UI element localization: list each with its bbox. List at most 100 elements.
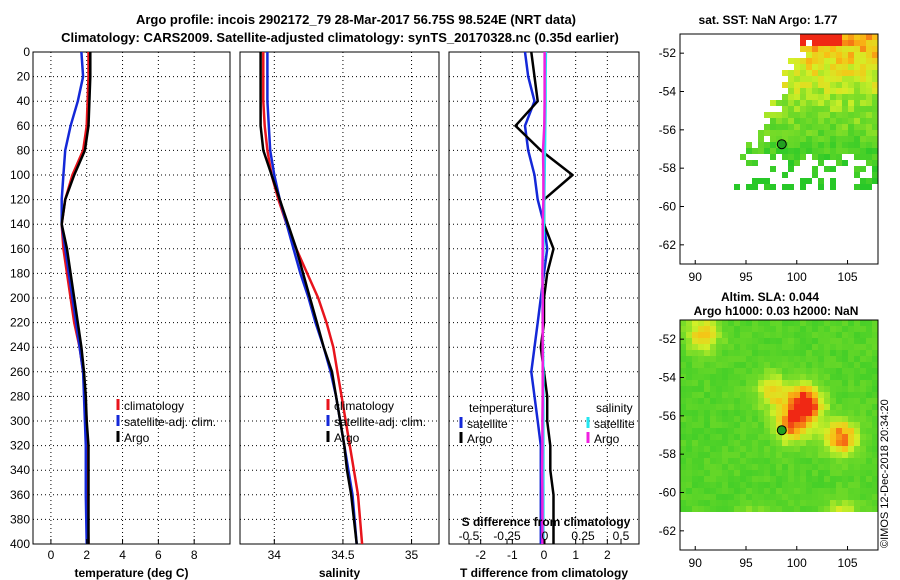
sla-cell <box>782 452 788 458</box>
sst-cell <box>788 142 794 148</box>
temperature-series-line <box>60 51 88 545</box>
difference-secondary-xtick-label: 0.5 <box>613 529 630 543</box>
sla-cell <box>722 494 728 500</box>
sst-cell <box>818 178 824 184</box>
sla-cell <box>722 374 728 380</box>
sst-cell <box>794 64 800 70</box>
sst-cell <box>860 130 866 136</box>
sla-cell <box>734 374 740 380</box>
sla-cell <box>758 392 764 398</box>
sst-cell <box>770 184 776 190</box>
sla-cell <box>782 374 788 380</box>
sst-cell <box>800 34 806 40</box>
sla-cell <box>848 422 854 428</box>
sla-cell <box>788 428 794 434</box>
sla-cell <box>866 326 872 332</box>
sla-cell <box>692 410 698 416</box>
sla-cell <box>752 344 758 350</box>
sla-cell <box>782 344 788 350</box>
sla-cell <box>722 440 728 446</box>
sla-cell <box>806 374 812 380</box>
sla-cell <box>842 332 848 338</box>
sst-cell <box>872 64 878 70</box>
sla-cell <box>722 428 728 434</box>
sst-cell <box>800 130 806 136</box>
sla-cell <box>734 458 740 464</box>
sst-cell <box>770 100 776 106</box>
sla-cell <box>710 464 716 470</box>
sst-cell <box>758 130 764 136</box>
sla-cell <box>812 320 818 326</box>
sla-cell <box>872 410 878 416</box>
sst-cell <box>848 148 854 154</box>
sla-cell <box>782 470 788 476</box>
sla-cell <box>806 410 812 416</box>
sla-cell <box>812 326 818 332</box>
sla-cell <box>842 452 848 458</box>
sla-cell <box>686 440 692 446</box>
sla-cell <box>686 356 692 362</box>
sla-cell <box>758 422 764 428</box>
sst-cell <box>854 76 860 82</box>
sla-cell <box>698 440 704 446</box>
sla-cell <box>722 350 728 356</box>
sst-cell <box>866 82 872 88</box>
sla-cell <box>818 470 824 476</box>
sst-cell <box>788 124 794 130</box>
sst-cell <box>806 94 812 100</box>
sla-map-ytick-label: -56 <box>659 409 677 423</box>
sla-cell <box>698 368 704 374</box>
sst-cell <box>872 106 878 112</box>
sla-cell <box>788 392 794 398</box>
sla-cell <box>806 428 812 434</box>
sla-cell <box>752 500 758 506</box>
sla-cell <box>752 494 758 500</box>
sla-cell <box>830 344 836 350</box>
sst-cell <box>854 124 860 130</box>
sla-cell <box>824 404 830 410</box>
sla-cell <box>812 344 818 350</box>
sla-cell <box>746 374 752 380</box>
sst-cell <box>812 58 818 64</box>
sla-cell <box>860 458 866 464</box>
depth-tick-label: 200 <box>10 291 30 305</box>
sla-cell <box>842 344 848 350</box>
sla-cell <box>692 350 698 356</box>
sla-cell <box>728 374 734 380</box>
sla-cell <box>746 326 752 332</box>
sla-cell <box>866 362 872 368</box>
sla-cell <box>854 470 860 476</box>
sst-cell <box>794 82 800 88</box>
sla-cell <box>716 416 722 422</box>
sla-cell <box>764 344 770 350</box>
sst-cell <box>848 58 854 64</box>
sst-cell <box>812 88 818 94</box>
sla-cell <box>710 398 716 404</box>
sla-cell <box>686 500 692 506</box>
sla-map-xtick-label: 100 <box>787 556 807 570</box>
sla-cell <box>800 452 806 458</box>
sla-cell <box>836 482 842 488</box>
sla-cell <box>734 452 740 458</box>
sst-cell <box>842 70 848 76</box>
sla-cell <box>848 332 854 338</box>
sla-cell <box>860 398 866 404</box>
imos-timestamp: ©IMOS 12-Dec-2018 20:34:20 <box>879 399 891 548</box>
sla-cell <box>752 488 758 494</box>
sla-cell <box>764 338 770 344</box>
sst-map-ytick-label: -54 <box>659 85 677 99</box>
sla-map-ytick-label: -54 <box>659 371 677 385</box>
sst-cell <box>866 100 872 106</box>
sla-cell <box>860 488 866 494</box>
sla-cell <box>704 506 710 512</box>
sst-cell <box>788 58 794 64</box>
sst-cell <box>866 142 872 148</box>
sla-cell <box>860 506 866 512</box>
sst-cell <box>782 136 788 142</box>
sst-cell <box>812 124 818 130</box>
sla-cell <box>692 326 698 332</box>
sla-cell <box>794 398 800 404</box>
sst-cell <box>794 94 800 100</box>
sla-cell <box>692 488 698 494</box>
sla-cell <box>728 350 734 356</box>
